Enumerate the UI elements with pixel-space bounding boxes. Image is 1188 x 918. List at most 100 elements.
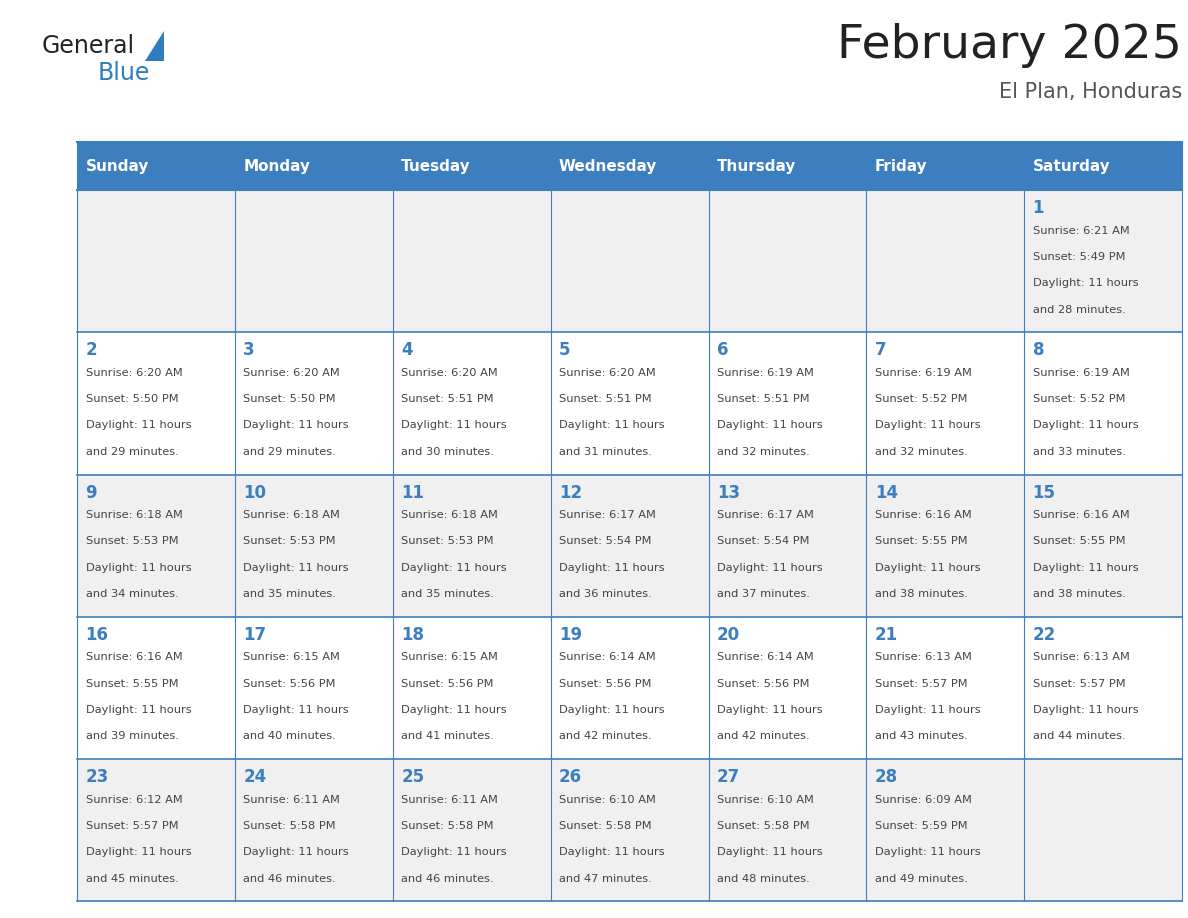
Text: Sunset: 5:55 PM: Sunset: 5:55 PM: [1032, 536, 1125, 546]
Text: and 36 minutes.: and 36 minutes.: [560, 589, 652, 599]
Text: Sunrise: 6:19 AM: Sunrise: 6:19 AM: [1032, 368, 1130, 378]
Text: Wednesday: Wednesday: [560, 159, 657, 174]
Text: 1: 1: [1032, 199, 1044, 218]
Text: 23: 23: [86, 768, 109, 787]
Text: and 29 minutes.: and 29 minutes.: [244, 447, 336, 457]
Text: 22: 22: [1032, 626, 1056, 644]
Text: Sunrise: 6:14 AM: Sunrise: 6:14 AM: [716, 653, 814, 663]
Text: Sunrise: 6:15 AM: Sunrise: 6:15 AM: [402, 653, 498, 663]
Text: Sunrise: 6:17 AM: Sunrise: 6:17 AM: [560, 510, 656, 521]
Text: Sunrise: 6:09 AM: Sunrise: 6:09 AM: [874, 795, 972, 805]
Text: Sunset: 5:57 PM: Sunset: 5:57 PM: [874, 678, 967, 688]
Text: and 39 minutes.: and 39 minutes.: [86, 732, 178, 742]
Text: Sunrise: 6:17 AM: Sunrise: 6:17 AM: [716, 510, 814, 521]
Text: and 49 minutes.: and 49 minutes.: [874, 874, 967, 884]
Text: Sunday: Sunday: [86, 159, 148, 174]
Text: Sunrise: 6:13 AM: Sunrise: 6:13 AM: [874, 653, 972, 663]
Text: Daylight: 11 hours: Daylight: 11 hours: [244, 847, 349, 857]
Text: Daylight: 11 hours: Daylight: 11 hours: [716, 420, 822, 431]
Text: Daylight: 11 hours: Daylight: 11 hours: [244, 705, 349, 715]
Text: Sunset: 5:56 PM: Sunset: 5:56 PM: [402, 678, 494, 688]
Text: 27: 27: [716, 768, 740, 787]
Text: Daylight: 11 hours: Daylight: 11 hours: [1032, 563, 1138, 573]
Text: Daylight: 11 hours: Daylight: 11 hours: [560, 420, 664, 431]
Text: 26: 26: [560, 768, 582, 787]
Text: 19: 19: [560, 626, 582, 644]
Text: 9: 9: [86, 484, 97, 502]
Text: and 32 minutes.: and 32 minutes.: [716, 447, 810, 457]
Text: Sunset: 5:54 PM: Sunset: 5:54 PM: [560, 536, 651, 546]
Text: and 35 minutes.: and 35 minutes.: [244, 589, 336, 599]
Text: Daylight: 11 hours: Daylight: 11 hours: [86, 847, 191, 857]
Text: and 42 minutes.: and 42 minutes.: [560, 732, 652, 742]
Bar: [77, 142, 1182, 190]
Bar: [77, 475, 1182, 617]
Text: Daylight: 11 hours: Daylight: 11 hours: [874, 705, 980, 715]
Text: Daylight: 11 hours: Daylight: 11 hours: [244, 420, 349, 431]
Text: Sunrise: 6:18 AM: Sunrise: 6:18 AM: [86, 510, 183, 521]
Text: Daylight: 11 hours: Daylight: 11 hours: [716, 563, 822, 573]
Text: Sunset: 5:55 PM: Sunset: 5:55 PM: [86, 678, 178, 688]
Text: General: General: [42, 34, 134, 58]
Text: Sunrise: 6:16 AM: Sunrise: 6:16 AM: [86, 653, 182, 663]
Text: Sunset: 5:53 PM: Sunset: 5:53 PM: [244, 536, 336, 546]
Text: and 37 minutes.: and 37 minutes.: [716, 589, 810, 599]
Text: Daylight: 11 hours: Daylight: 11 hours: [874, 420, 980, 431]
Text: and 47 minutes.: and 47 minutes.: [560, 874, 652, 884]
Text: and 48 minutes.: and 48 minutes.: [716, 874, 810, 884]
Text: and 44 minutes.: and 44 minutes.: [1032, 732, 1125, 742]
Text: 15: 15: [1032, 484, 1056, 502]
Text: 18: 18: [402, 626, 424, 644]
Text: and 38 minutes.: and 38 minutes.: [874, 589, 967, 599]
Text: Sunrise: 6:10 AM: Sunrise: 6:10 AM: [716, 795, 814, 805]
Text: Daylight: 11 hours: Daylight: 11 hours: [560, 705, 664, 715]
Text: Sunset: 5:51 PM: Sunset: 5:51 PM: [560, 394, 652, 404]
Text: 5: 5: [560, 341, 570, 360]
Text: Monday: Monday: [244, 159, 310, 174]
Text: Sunset: 5:58 PM: Sunset: 5:58 PM: [560, 821, 652, 831]
Bar: [77, 190, 1182, 332]
Text: and 29 minutes.: and 29 minutes.: [86, 447, 178, 457]
Text: and 45 minutes.: and 45 minutes.: [86, 874, 178, 884]
Bar: [77, 759, 1182, 901]
Text: Sunset: 5:50 PM: Sunset: 5:50 PM: [244, 394, 336, 404]
Text: and 31 minutes.: and 31 minutes.: [560, 447, 652, 457]
Text: and 35 minutes.: and 35 minutes.: [402, 589, 494, 599]
Text: and 32 minutes.: and 32 minutes.: [874, 447, 967, 457]
Text: February 2025: February 2025: [838, 23, 1182, 69]
Text: 6: 6: [716, 341, 728, 360]
Text: 21: 21: [874, 626, 898, 644]
Text: 3: 3: [244, 341, 255, 360]
Text: 20: 20: [716, 626, 740, 644]
Text: Sunrise: 6:14 AM: Sunrise: 6:14 AM: [560, 653, 656, 663]
Text: 2: 2: [86, 341, 97, 360]
Text: and 46 minutes.: and 46 minutes.: [402, 874, 494, 884]
Text: Daylight: 11 hours: Daylight: 11 hours: [86, 563, 191, 573]
Text: Sunset: 5:57 PM: Sunset: 5:57 PM: [86, 821, 178, 831]
Text: Sunrise: 6:10 AM: Sunrise: 6:10 AM: [560, 795, 656, 805]
Text: Sunset: 5:51 PM: Sunset: 5:51 PM: [402, 394, 494, 404]
Bar: [77, 332, 1182, 475]
Text: and 38 minutes.: and 38 minutes.: [1032, 589, 1125, 599]
Text: Sunrise: 6:15 AM: Sunrise: 6:15 AM: [244, 653, 340, 663]
Text: Sunrise: 6:19 AM: Sunrise: 6:19 AM: [716, 368, 814, 378]
Text: Blue: Blue: [97, 61, 150, 84]
Text: Sunrise: 6:11 AM: Sunrise: 6:11 AM: [402, 795, 498, 805]
Text: Daylight: 11 hours: Daylight: 11 hours: [716, 847, 822, 857]
Text: Sunset: 5:49 PM: Sunset: 5:49 PM: [1032, 252, 1125, 262]
Text: Sunset: 5:53 PM: Sunset: 5:53 PM: [402, 536, 494, 546]
Text: Daylight: 11 hours: Daylight: 11 hours: [402, 563, 507, 573]
Text: 11: 11: [402, 484, 424, 502]
Text: and 28 minutes.: and 28 minutes.: [1032, 305, 1125, 315]
Text: 4: 4: [402, 341, 412, 360]
Text: and 33 minutes.: and 33 minutes.: [1032, 447, 1125, 457]
Text: 10: 10: [244, 484, 266, 502]
Text: Sunset: 5:52 PM: Sunset: 5:52 PM: [1032, 394, 1125, 404]
Text: Sunrise: 6:18 AM: Sunrise: 6:18 AM: [402, 510, 498, 521]
Text: Sunset: 5:56 PM: Sunset: 5:56 PM: [560, 678, 651, 688]
Text: Daylight: 11 hours: Daylight: 11 hours: [86, 705, 191, 715]
Text: Daylight: 11 hours: Daylight: 11 hours: [560, 847, 664, 857]
Text: and 46 minutes.: and 46 minutes.: [244, 874, 336, 884]
Text: Sunset: 5:54 PM: Sunset: 5:54 PM: [716, 536, 809, 546]
Text: Sunset: 5:56 PM: Sunset: 5:56 PM: [716, 678, 809, 688]
